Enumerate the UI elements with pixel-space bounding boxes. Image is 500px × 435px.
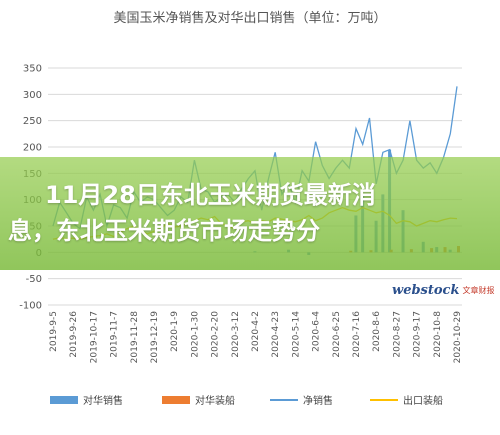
- x-tick-label: 2019-9-26: [69, 311, 79, 358]
- watermark-sub: 文章财报: [462, 285, 495, 295]
- watermark-logo: webstock 文章财报: [392, 281, 494, 299]
- y-tick-label: -100: [19, 301, 42, 312]
- y-tick-label: -50: [26, 274, 42, 285]
- legend-swatch: [162, 396, 190, 404]
- x-tick-label: 2020-5-14: [291, 311, 301, 358]
- y-tick-label: 200: [23, 143, 42, 154]
- x-tick-label: 2019-12-19: [150, 311, 160, 364]
- x-tick-label: 2020-9-17: [413, 311, 423, 358]
- headline-banner: 11月28日东北玉米期货最新消 息，东北玉米期货市场走势分: [0, 157, 500, 270]
- x-axis: 2019-9-5 2019-9-26 2019-10-17 2019-11-7 2019…: [49, 311, 463, 364]
- headline-line-2: 息，东北玉米期货市场走势分: [8, 217, 320, 245]
- x-tick-label: 2020-1-30: [190, 311, 200, 358]
- x-tick-label: 2020-6-25: [332, 311, 342, 358]
- x-tick-label: 2020-4-23: [271, 311, 281, 358]
- x-tick-label: 2020-2-20: [211, 311, 221, 358]
- legend-label: 对华销售: [83, 394, 123, 407]
- y-tick-label: 250: [23, 116, 42, 127]
- legend-label: 出口装船: [403, 394, 443, 407]
- x-tick-label: 2019-9-5: [49, 311, 59, 352]
- x-tick-label: 2020-3-12: [231, 311, 241, 358]
- x-tick-label: 2020-10-29: [453, 311, 463, 364]
- chart-title: 美国玉米净销售及对华出口销售（单位：万吨）: [113, 10, 386, 26]
- y-tick-label: 350: [23, 64, 42, 75]
- watermark-brand: webstock: [392, 282, 460, 298]
- x-tick-label: 2019-11-7: [110, 311, 120, 358]
- x-tick-label: 2020-4-2: [251, 311, 261, 352]
- x-tick-label: 2019-11-28: [130, 311, 140, 364]
- x-tick-label: 2020-10-8: [433, 311, 443, 358]
- legend: 对华销售 对华装船 净销售 出口装船: [50, 394, 443, 407]
- x-tick-label: 2020-6-4: [312, 311, 322, 352]
- y-tick-label: 300: [23, 90, 42, 101]
- legend-label: 净销售: [303, 394, 333, 407]
- headline-line-1: 11月28日东北玉米期货最新消: [45, 181, 376, 209]
- legend-swatch: [50, 396, 78, 404]
- x-tick-label: 2020-1-9: [170, 311, 180, 352]
- x-tick-label: 2019-10-17: [89, 311, 99, 363]
- x-tick-label: 2020-8-6: [372, 311, 382, 352]
- legend-label: 对华装船: [195, 394, 235, 407]
- x-tick-label: 2020-7-16: [352, 311, 362, 358]
- x-tick-label: 2020-8-27: [392, 311, 402, 358]
